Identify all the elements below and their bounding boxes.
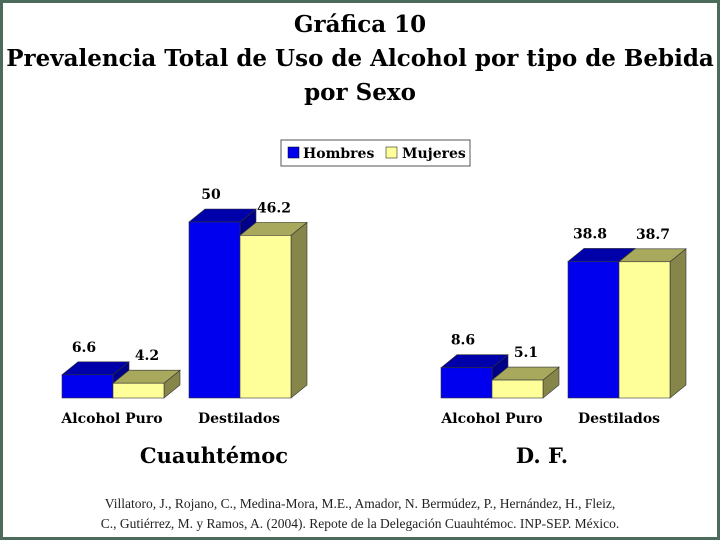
legend-label-mujeres: Mujeres <box>402 146 466 162</box>
chart-title-line1: Gráfica 10 <box>293 11 427 38</box>
source-credit-line1: Villatoro, J., Rojano, C., Medina-Mora, … <box>104 496 616 511</box>
legend: Hombres Mujeres <box>280 139 471 167</box>
category-label: Destilados <box>578 411 660 427</box>
data-label-cuauht-moc-alcohol-puro-mujeres: 4.2 <box>135 348 159 364</box>
bar-cuauht-moc-destilados-mujeres <box>239 221 308 399</box>
chart-title-line2: Prevalencia Total de Uso de Alcohol por … <box>6 45 714 72</box>
group-label-df: D. F. <box>516 443 568 468</box>
legend-swatch-mujeres <box>385 146 398 159</box>
source-credit-line2: C., Gutiérrez, M. y Ramos, A. (2004). Re… <box>100 516 620 531</box>
category-label: Alcohol Puro <box>440 411 542 427</box>
bar-d-f-alcohol-puro-mujeres <box>491 366 560 399</box>
data-label-cuauht-moc-destilados-hombres: 50 <box>201 187 221 203</box>
category-label: Alcohol Puro <box>60 411 162 427</box>
category-label: Destilados <box>198 411 280 427</box>
legend-swatch-hombres <box>287 146 300 159</box>
chart-title-line3: por Sexo <box>304 79 416 106</box>
data-label-d-f-alcohol-puro-hombres: 8.6 <box>451 333 475 349</box>
legend-box <box>280 139 471 167</box>
legend-label-hombres: Hombres <box>303 146 374 162</box>
bar-d-f-destilados-mujeres <box>618 248 687 399</box>
data-label-cuauht-moc-destilados-mujeres: 46.2 <box>257 200 291 216</box>
data-label-d-f-destilados-mujeres: 38.7 <box>636 227 670 243</box>
bar-cuauht-moc-alcohol-puro-mujeres <box>112 369 181 399</box>
data-label-d-f-alcohol-puro-mujeres: 5.1 <box>514 345 538 361</box>
data-label-cuauht-moc-alcohol-puro-hombres: 6.6 <box>72 340 96 356</box>
data-label-d-f-destilados-hombres: 38.8 <box>573 226 607 242</box>
group-label-cuauhtemoc: Cuauhtémoc <box>140 443 288 468</box>
